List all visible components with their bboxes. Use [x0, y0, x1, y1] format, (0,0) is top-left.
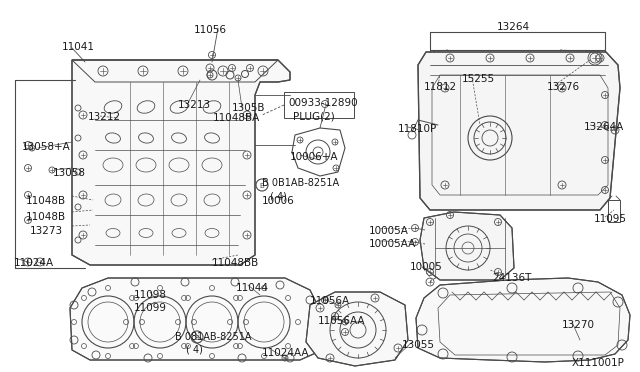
Text: 11812: 11812 [424, 82, 457, 92]
Text: 24136T: 24136T [492, 273, 531, 283]
Text: 11099: 11099 [134, 303, 167, 313]
Text: 11048BA: 11048BA [213, 113, 260, 123]
Bar [430, 32, 605, 50]
Bar [608, 200, 620, 222]
Text: 11810P: 11810P [398, 124, 437, 134]
Polygon shape [70, 278, 320, 360]
Text: 11056: 11056 [194, 25, 227, 35]
Text: 13264A: 13264A [584, 122, 624, 132]
Polygon shape [416, 278, 630, 362]
Text: 11048B: 11048B [26, 196, 66, 206]
Polygon shape [72, 60, 290, 265]
Text: 11098: 11098 [134, 290, 167, 300]
Text: B: B [195, 334, 200, 340]
Text: 11095: 11095 [594, 214, 627, 224]
Text: 13058: 13058 [53, 168, 86, 178]
Text: 13270: 13270 [562, 320, 595, 330]
Text: B 0B1AB-8251A: B 0B1AB-8251A [262, 178, 339, 188]
Polygon shape [420, 212, 514, 280]
Text: B 081AB-8251A: B 081AB-8251A [175, 332, 252, 342]
Text: 13058+A: 13058+A [22, 142, 71, 152]
Text: ( 4): ( 4) [186, 345, 203, 355]
Text: 11056AA: 11056AA [318, 316, 365, 326]
Text: 13273: 13273 [30, 226, 63, 236]
Polygon shape [418, 52, 620, 210]
Text: 13264: 13264 [497, 22, 530, 32]
Text: PLUG(2): PLUG(2) [293, 111, 335, 121]
Text: 10006+A: 10006+A [290, 152, 339, 162]
Text: 11048B: 11048B [26, 212, 66, 222]
Text: 10005: 10005 [410, 262, 443, 272]
Text: 13213: 13213 [178, 100, 211, 110]
Text: 00933-12890: 00933-12890 [288, 98, 358, 108]
Text: 11041: 11041 [62, 42, 95, 52]
Text: 13212: 13212 [88, 112, 121, 122]
Text: B: B [260, 183, 264, 189]
Text: 1305B: 1305B [232, 103, 266, 113]
Text: 11024AA: 11024AA [262, 348, 310, 358]
Text: 10005AA: 10005AA [369, 239, 416, 249]
Text: 13055: 13055 [402, 340, 435, 350]
Text: 11024A: 11024A [14, 258, 54, 268]
Polygon shape [306, 292, 408, 366]
Bar [284, 92, 354, 118]
Text: 11048BB: 11048BB [212, 258, 259, 268]
Text: X111001P: X111001P [572, 358, 625, 368]
Text: 11044: 11044 [236, 283, 269, 293]
Text: 13276: 13276 [547, 82, 580, 92]
Text: 11056A: 11056A [310, 296, 350, 306]
Text: 15255: 15255 [462, 74, 495, 84]
Text: ( 4): ( 4) [270, 191, 287, 201]
Text: 10005A: 10005A [369, 226, 409, 236]
Text: 10006: 10006 [262, 196, 295, 206]
